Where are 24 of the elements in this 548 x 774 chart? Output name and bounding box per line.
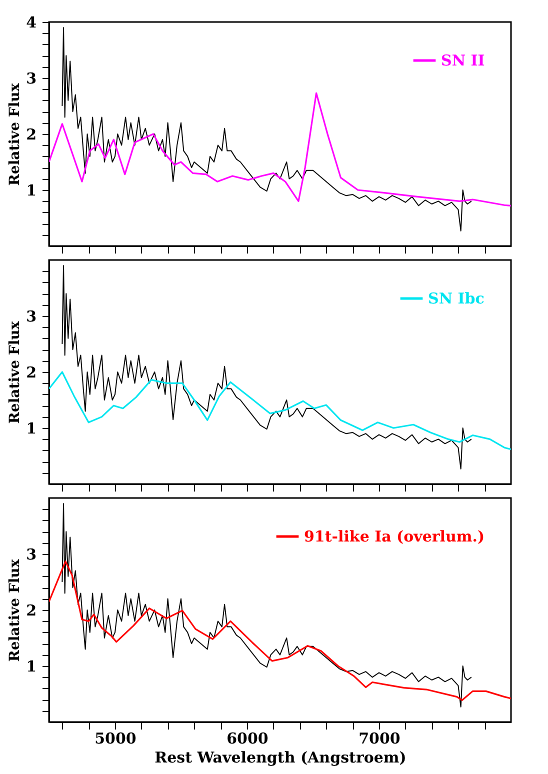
y-tick-label: 1 (26, 658, 36, 676)
line-series (49, 560, 511, 701)
legend-label: SN Ibc (428, 290, 484, 308)
x-tick-label: 6000 (226, 730, 268, 748)
line-series (62, 27, 472, 232)
x-tick-label: 7000 (358, 730, 400, 748)
legend-label: SN II (441, 52, 485, 70)
y-axis-title: Relative Flux (7, 82, 24, 186)
line-series (49, 92, 511, 206)
y-axis-title: Relative Flux (7, 320, 24, 424)
y-tick-label: 3 (26, 70, 36, 88)
y-tick-label: 3 (26, 308, 36, 326)
y-tick-label: 2 (26, 364, 36, 382)
y-tick-label: 1 (26, 420, 36, 438)
y-tick-label: 1 (26, 182, 36, 200)
line-series (49, 371, 511, 450)
x-tick-label: 5000 (94, 730, 136, 748)
y-tick-label: 2 (26, 126, 36, 144)
y-tick-label: 3 (26, 546, 36, 564)
legend-label: 91t-like Ia (overlum.) (304, 528, 485, 546)
x-axis-title: Rest Wavelength (Angstroem) (154, 748, 406, 766)
y-tick-label: 4 (26, 14, 36, 32)
y-axis-title: Relative Flux (7, 558, 24, 662)
y-tick-label: 2 (26, 602, 36, 620)
